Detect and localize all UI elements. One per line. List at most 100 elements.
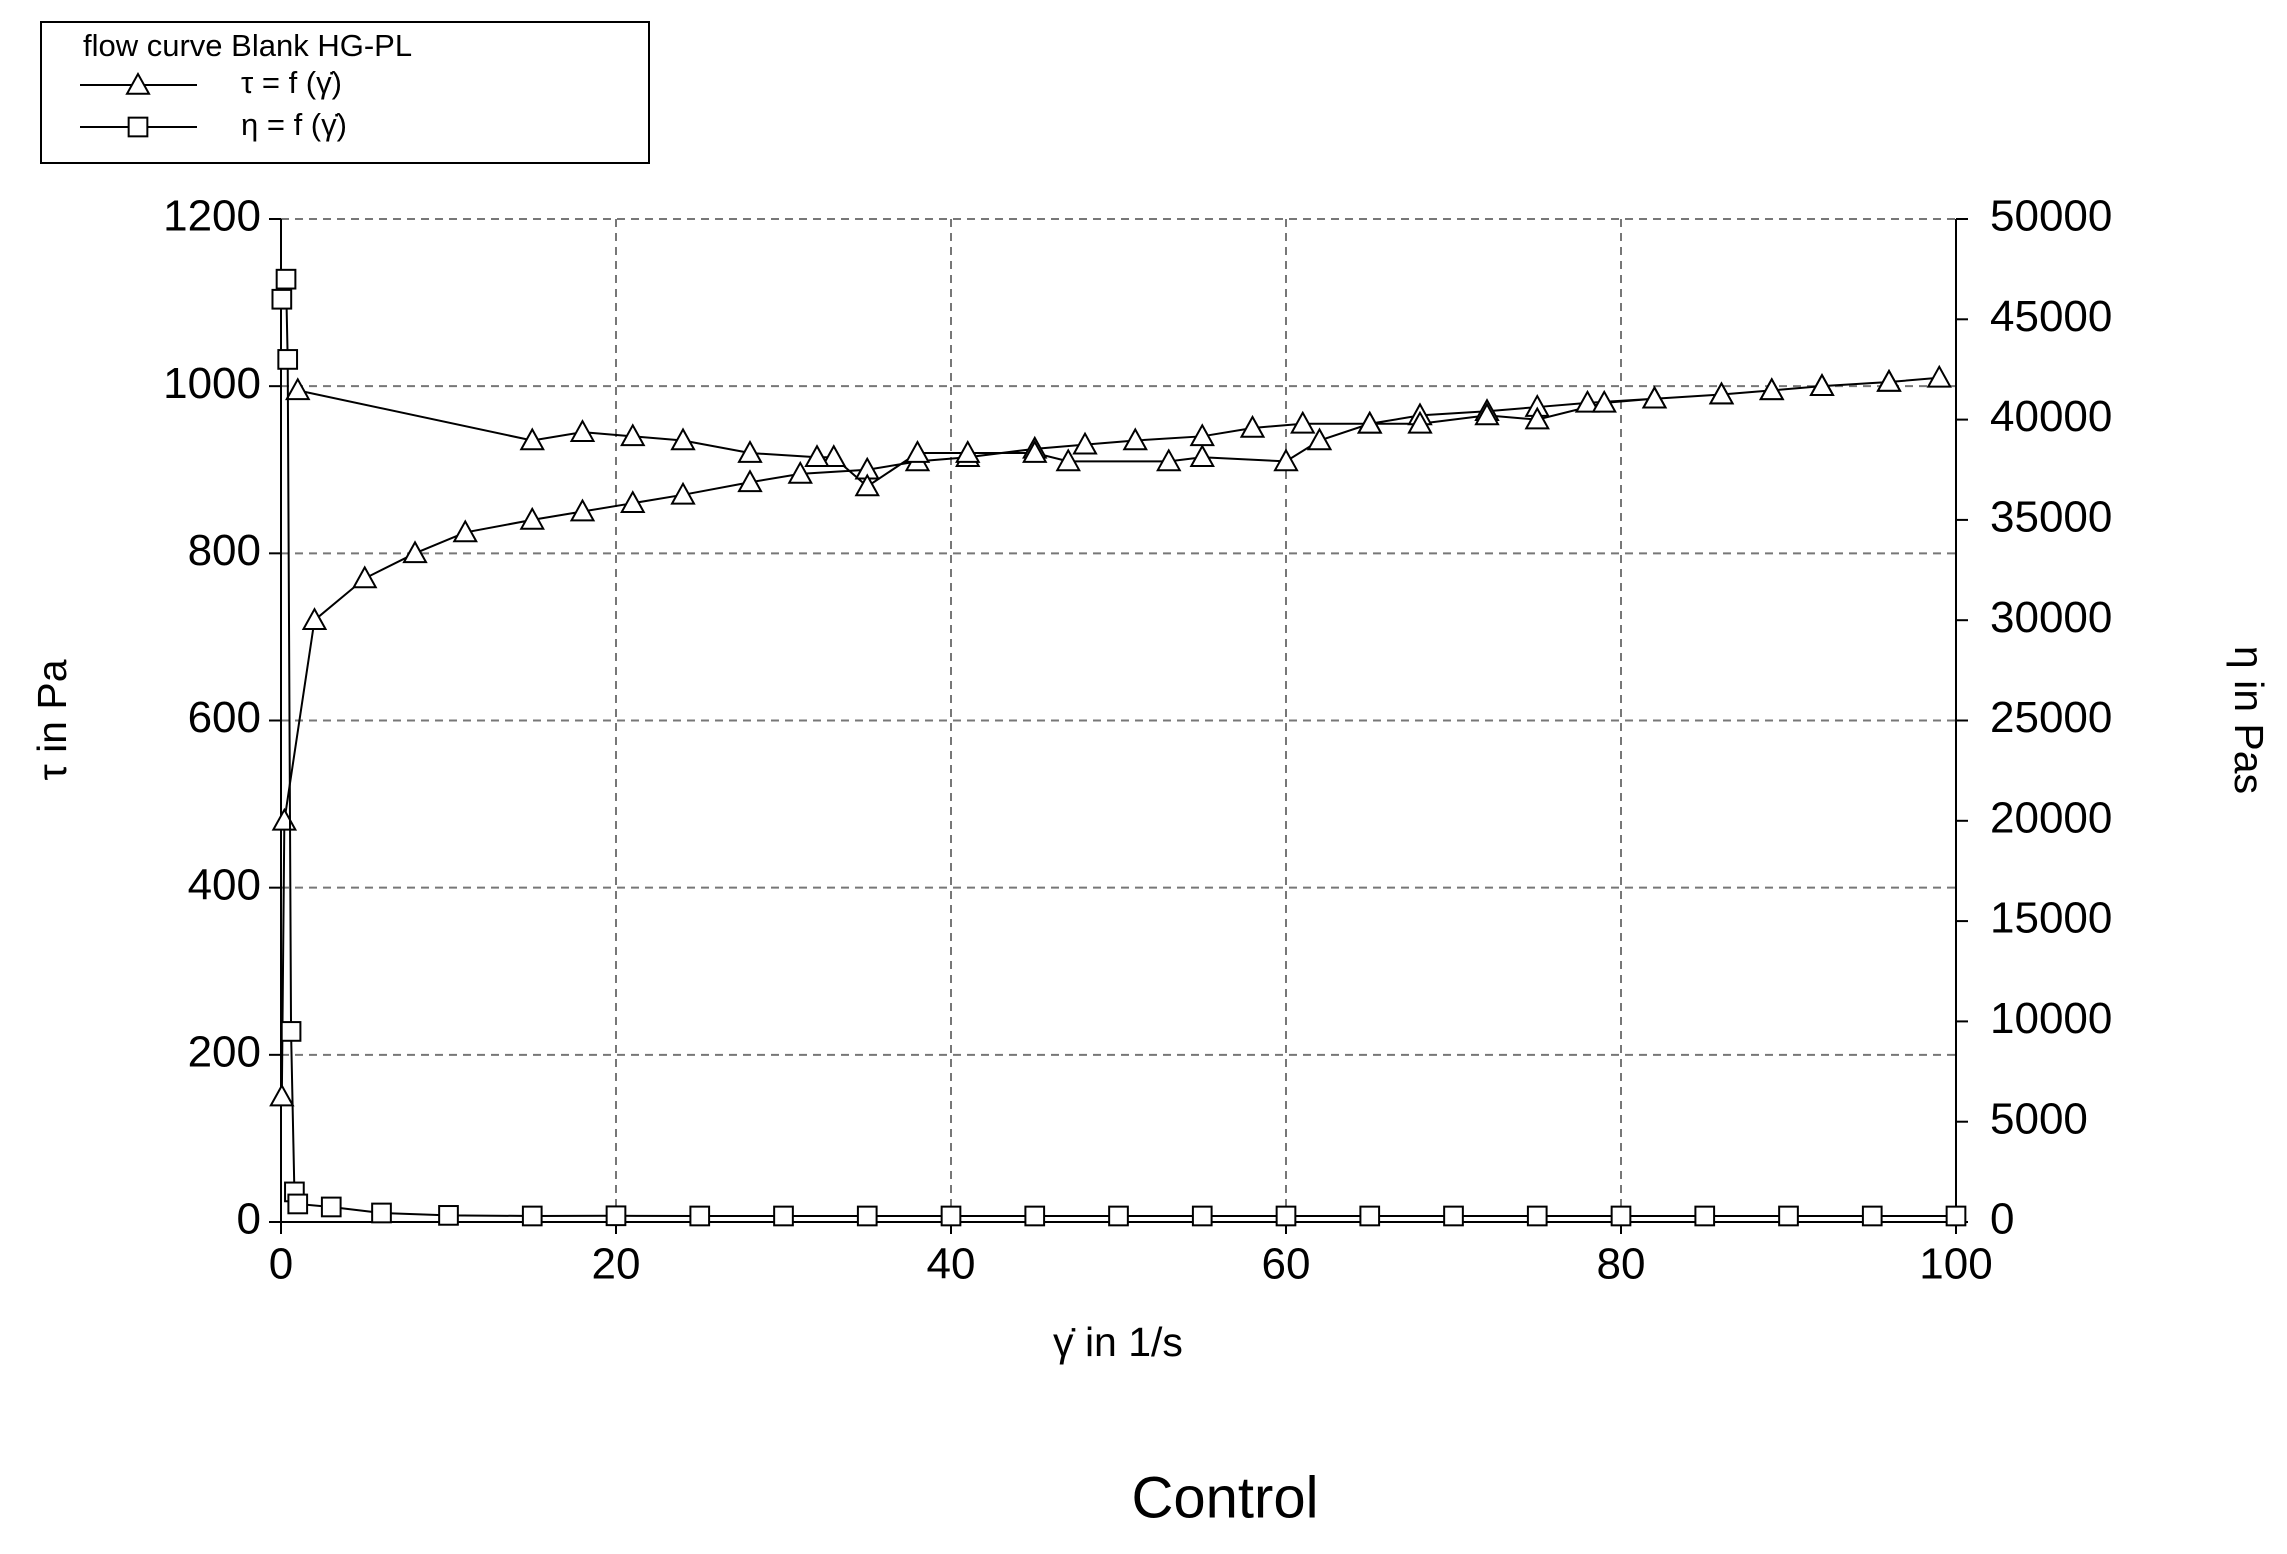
marker xyxy=(1122,427,1148,451)
marker xyxy=(1275,1205,1297,1227)
marker xyxy=(856,1205,878,1227)
marker xyxy=(689,1205,711,1227)
marker xyxy=(1407,410,1433,434)
y-tick-label: 800 xyxy=(188,526,261,575)
marker xyxy=(670,481,696,505)
y-tick-label: 1200 xyxy=(163,192,261,241)
marker xyxy=(285,377,311,401)
y-tick-label: 600 xyxy=(188,693,261,742)
marker xyxy=(1024,1205,1046,1227)
marker xyxy=(275,268,297,290)
y2-tick-label: 10000 xyxy=(1990,994,2112,1043)
marker xyxy=(371,1202,392,1224)
marker xyxy=(670,427,696,451)
marker xyxy=(1357,410,1383,434)
marker xyxy=(804,444,830,468)
marker xyxy=(569,419,596,442)
y2-tick-label: 5000 xyxy=(1990,1094,2088,1143)
marker xyxy=(737,439,763,463)
marker xyxy=(438,1205,459,1226)
y2-tick-label: 30000 xyxy=(1990,593,2112,642)
marker xyxy=(1809,373,1835,396)
series-line xyxy=(280,278,1956,1217)
x-tick-label: 80 xyxy=(1597,1240,1646,1289)
marker xyxy=(1610,1205,1632,1227)
marker xyxy=(569,498,596,522)
marker xyxy=(352,565,378,589)
legend-label: η = f (γ̇) xyxy=(241,107,347,142)
marker xyxy=(773,1205,794,1227)
marker xyxy=(1641,385,1668,409)
series-line xyxy=(280,376,1940,1097)
y2-tick-label: 25000 xyxy=(1990,693,2112,742)
y-tick-label: 400 xyxy=(188,860,261,909)
marker xyxy=(1239,414,1266,438)
marker xyxy=(1759,377,1785,401)
marker xyxy=(1189,444,1215,468)
marker xyxy=(737,469,763,493)
marker xyxy=(1574,389,1601,413)
marker xyxy=(787,460,813,484)
marker xyxy=(620,423,646,447)
marker xyxy=(1108,1205,1129,1227)
y-tick-label: 1000 xyxy=(163,359,261,408)
legend-label: τ = f (γ̇) xyxy=(241,65,342,100)
marker xyxy=(1524,406,1550,430)
marker xyxy=(402,540,428,564)
y2-tick-label: 35000 xyxy=(1990,493,2112,542)
marker xyxy=(1526,1205,1548,1227)
marker xyxy=(605,1205,627,1227)
marker xyxy=(1443,1205,1464,1227)
x-tick-label: 100 xyxy=(1919,1240,1992,1289)
marker xyxy=(1156,448,1182,472)
x-tick-label: 40 xyxy=(927,1240,976,1289)
y2-tick-label: 15000 xyxy=(1990,894,2112,943)
marker xyxy=(1694,1205,1716,1227)
y2-tick-label: 45000 xyxy=(1990,292,2112,341)
marker xyxy=(519,427,545,451)
marker xyxy=(1926,364,1952,388)
x-tick-label: 20 xyxy=(592,1240,641,1289)
marker xyxy=(1708,381,1735,405)
marker xyxy=(1072,431,1098,455)
y2-axis-label: η in Pas xyxy=(2226,646,2272,794)
y-tick-label: 0 xyxy=(237,1195,261,1244)
marker xyxy=(1290,410,1316,434)
marker xyxy=(1876,368,1902,392)
legend-marker xyxy=(125,71,151,95)
x-axis-label: γ̇ in 1/s xyxy=(1053,1319,1183,1365)
marker xyxy=(854,473,880,497)
marker xyxy=(1945,1205,1967,1227)
marker xyxy=(1591,389,1617,413)
marker xyxy=(1359,1205,1381,1227)
y-axis-label: τ in Pa xyxy=(29,659,75,780)
marker xyxy=(1474,402,1500,426)
caption: Control xyxy=(1132,1465,1319,1530)
marker xyxy=(620,490,646,513)
marker xyxy=(519,506,545,530)
y2-tick-label: 40000 xyxy=(1990,392,2112,441)
marker xyxy=(955,439,981,463)
legend-title: flow curve Blank HG-PL xyxy=(83,28,412,63)
legend-marker xyxy=(127,116,149,138)
marker xyxy=(277,349,299,370)
marker xyxy=(1861,1205,1883,1227)
marker xyxy=(269,1083,295,1107)
marker xyxy=(1306,427,1333,451)
marker xyxy=(301,607,328,630)
marker xyxy=(521,1205,543,1227)
y2-tick-label: 50000 xyxy=(1990,192,2112,241)
y2-tick-label: 0 xyxy=(1990,1195,2014,1244)
marker xyxy=(1778,1205,1799,1227)
marker xyxy=(320,1196,342,1218)
x-tick-label: 60 xyxy=(1262,1240,1311,1289)
marker xyxy=(1055,448,1081,472)
marker xyxy=(821,444,847,468)
marker xyxy=(452,519,478,543)
marker xyxy=(940,1205,962,1227)
marker xyxy=(1191,1205,1213,1227)
marker xyxy=(287,1193,309,1215)
marker xyxy=(904,439,931,463)
marker xyxy=(271,807,298,831)
